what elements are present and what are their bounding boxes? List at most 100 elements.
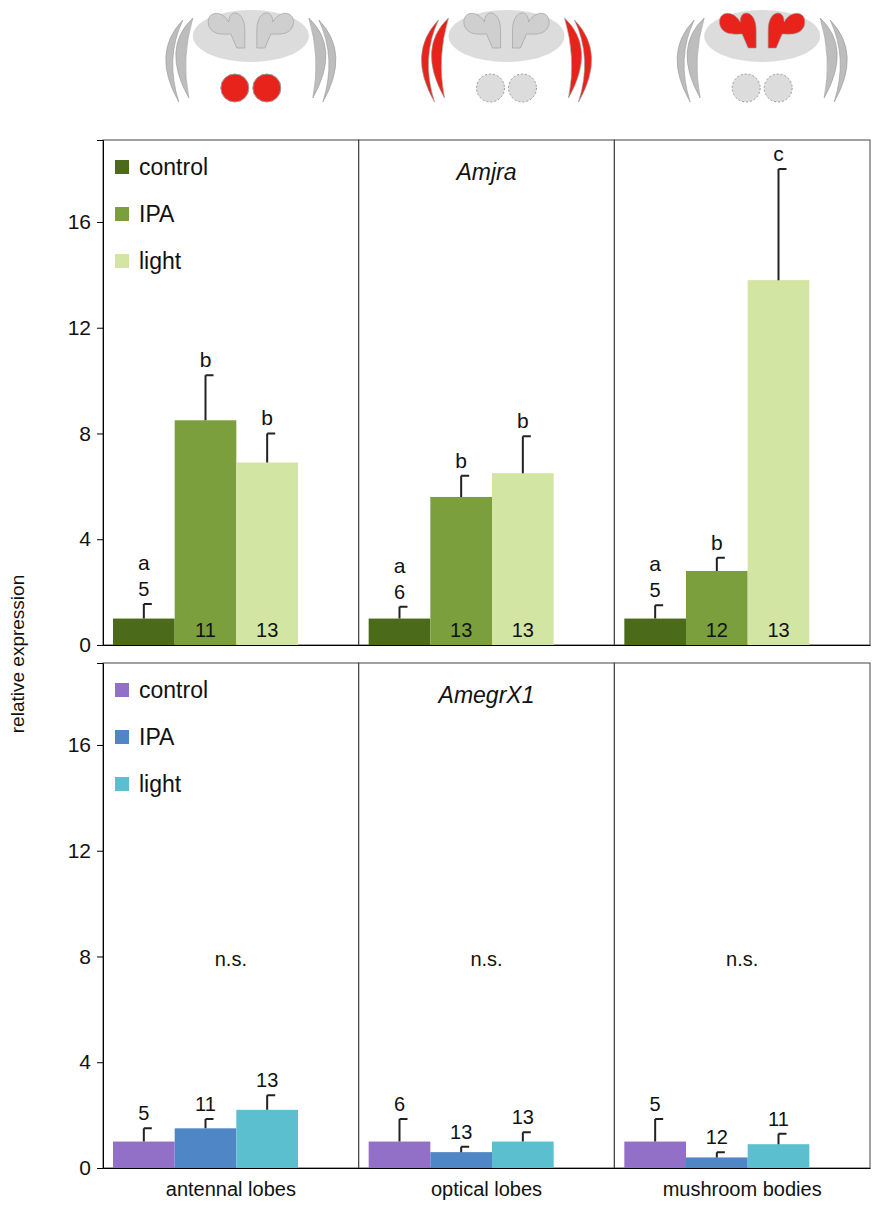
category-label: optical lobes — [431, 1178, 542, 1200]
significance-letter: a — [138, 551, 150, 574]
annotations: 565111312131311n.s.n.s.n.s.AmegrX1 — [138, 682, 789, 1148]
axis-line — [104, 1168, 871, 1169]
panel-frame — [103, 663, 359, 1168]
legend-label: control — [139, 154, 208, 180]
tick-mark — [97, 645, 103, 646]
antennal-lobe — [764, 74, 792, 102]
mushroom-body — [464, 13, 501, 48]
y-axis-title: relative expression — [7, 575, 28, 733]
protocerebrum — [193, 10, 309, 62]
panels — [103, 663, 870, 1168]
panel-frame — [614, 140, 870, 645]
bar — [686, 571, 748, 645]
x-axis: antennal lobes optical lobes mushroom bodi… — [104, 1168, 871, 1200]
bar — [748, 280, 810, 645]
significance-letter: b — [517, 409, 529, 432]
tick: 12 — [68, 316, 103, 339]
bars — [113, 169, 809, 645]
bar — [430, 1152, 492, 1168]
legend-swatch — [115, 730, 129, 744]
tick-mark — [97, 745, 103, 746]
optic-lobe — [677, 20, 694, 102]
error-bar — [779, 1134, 787, 1145]
significance-letter: b — [711, 531, 723, 554]
significance-letter: b — [261, 406, 273, 429]
brain-icon — [677, 10, 847, 102]
y-axis: 0481216 — [68, 664, 104, 1180]
bars — [113, 1095, 809, 1168]
tick-label: 8 — [79, 945, 91, 968]
mushroom-body — [768, 13, 805, 48]
panel-frame — [359, 663, 615, 1168]
tick-mark — [97, 433, 103, 434]
optic-lobe — [319, 20, 336, 102]
panel-frame — [359, 140, 615, 645]
error-bar — [206, 375, 214, 420]
axis-line — [97, 664, 104, 1169]
antennal-lobe — [732, 74, 760, 102]
bar — [686, 1157, 748, 1168]
error-bar — [655, 1119, 663, 1141]
sample-size: 13 — [450, 1121, 472, 1143]
tick-mark — [97, 222, 103, 223]
tick: 16 — [68, 210, 103, 233]
legend-label: IPA — [139, 724, 175, 750]
legend-label: light — [139, 248, 182, 274]
bar — [236, 463, 298, 645]
chart-title: AmegrX1 — [437, 682, 535, 708]
antennal-lobe — [477, 74, 505, 102]
legend-label: control — [139, 677, 208, 703]
brain-icon — [166, 10, 336, 102]
panel-frame — [103, 140, 359, 645]
tick-label: 12 — [68, 839, 91, 862]
tick-mark — [97, 328, 103, 329]
sample-size: 5 — [650, 579, 661, 601]
brain-icon — [421, 10, 591, 102]
error-bar — [400, 607, 408, 619]
tick: optical lobes — [431, 1168, 542, 1200]
antennal-lobe — [221, 74, 249, 102]
tick-label: 16 — [68, 733, 91, 756]
tick: antennal lobes — [166, 1168, 296, 1200]
y-axis: 0 4 8 12 16 — [68, 141, 104, 657]
bar — [236, 1110, 298, 1168]
error-bar — [144, 1128, 152, 1141]
mushroom-body — [720, 13, 757, 48]
tick: 4 — [79, 1050, 103, 1073]
error-bar — [523, 436, 531, 473]
tick-label: 16 — [68, 210, 91, 233]
error-bar — [655, 605, 663, 618]
bar — [369, 1142, 431, 1168]
chart-title: Amjra — [454, 159, 516, 185]
error-bar — [523, 1132, 531, 1141]
tick-label: 4 — [79, 527, 91, 550]
sample-size: 11 — [768, 1108, 789, 1130]
tick: 0 — [79, 633, 103, 656]
error-bar — [461, 1147, 469, 1152]
legend-swatch — [115, 254, 129, 268]
legend-swatch — [115, 683, 129, 697]
bar — [492, 473, 554, 645]
panel-frame — [614, 663, 870, 1168]
legend-swatch — [115, 777, 129, 791]
significance-letter: a — [649, 552, 661, 575]
significance-letter: b — [200, 348, 212, 371]
legend-label: light — [139, 771, 182, 797]
category-label: mushroom bodies — [663, 1178, 822, 1200]
figure: 04812165a6a5a11b13b12b13b13b13cAmjracont… — [0, 0, 877, 1213]
tick-label: 8 — [79, 422, 91, 445]
protocerebrum — [449, 10, 565, 62]
error-bar — [400, 1119, 408, 1141]
significance-label: n.s. — [726, 948, 758, 970]
sample-size: 5 — [138, 1102, 149, 1124]
category-label: antennal lobes — [166, 1178, 296, 1200]
tick: mushroom bodies — [663, 1168, 822, 1200]
tick-label: 0 — [79, 633, 91, 656]
tick-mark — [97, 851, 103, 852]
tick-mark — [97, 539, 103, 540]
legend-swatch — [115, 160, 129, 174]
tick-label: 4 — [79, 1050, 91, 1073]
panels — [103, 140, 870, 645]
tick: 8 — [79, 945, 103, 968]
tick-label: 12 — [68, 316, 91, 339]
